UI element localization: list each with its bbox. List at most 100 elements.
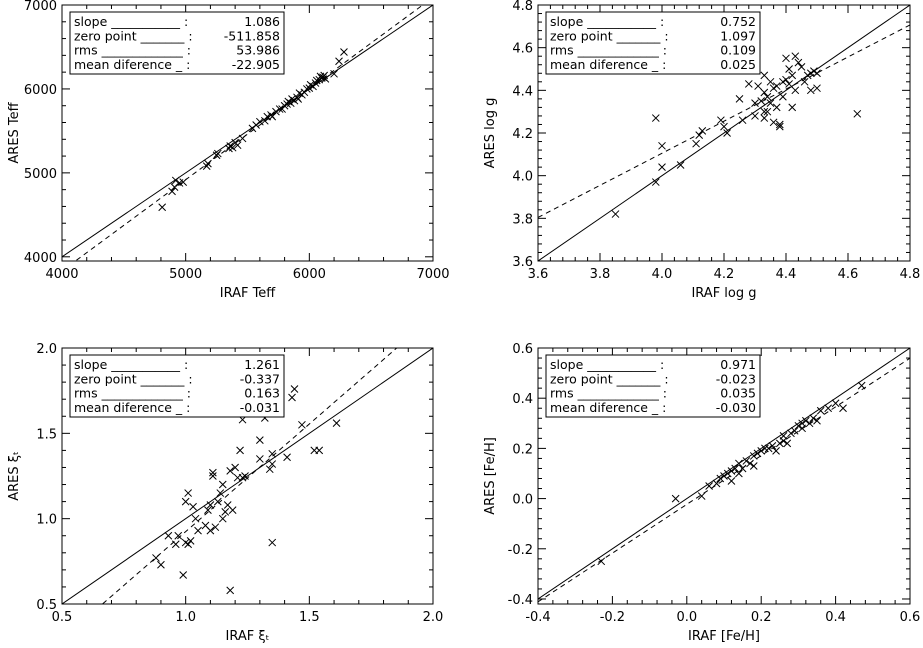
data-point-stroke: [731, 464, 740, 473]
data-point: [716, 474, 725, 483]
data-point-stroke: [716, 474, 725, 483]
data-point-stroke: [764, 444, 773, 453]
data-point-stroke: [720, 472, 728, 480]
data-point: [184, 540, 192, 549]
data-point-stroke: [284, 97, 293, 106]
data-point-stroke: [772, 103, 781, 112]
data-point-stroke: [268, 112, 277, 121]
data-point: [791, 86, 800, 95]
data-point: [788, 71, 797, 80]
data-point-stroke: [761, 444, 769, 453]
data-point: [749, 452, 758, 460]
data-point-stroke: [611, 210, 620, 218]
data-point: [157, 560, 165, 569]
data-point: [813, 69, 821, 78]
data-point-stroke: [785, 65, 793, 73]
data-point: [256, 455, 264, 463]
data-point: [228, 143, 237, 152]
data-point-stroke: [698, 127, 707, 135]
data-point: [181, 497, 190, 506]
data-point-stroke: [790, 426, 799, 435]
data-point: [839, 404, 847, 413]
data-point-stroke: [268, 449, 277, 458]
data-point-stroke: [265, 465, 274, 474]
y-axis-label: ARES [Fe/H]: [483, 437, 498, 515]
data-point: [813, 416, 821, 425]
data-point-stroke: [782, 75, 790, 84]
x-tick-label: 7000: [416, 267, 449, 282]
data-point: [330, 69, 338, 78]
data-point-stroke: [283, 453, 291, 462]
data-point-stroke: [798, 419, 806, 428]
data-point: [300, 88, 309, 97]
data-point-stroke: [712, 479, 721, 488]
data-point-stroke: [221, 507, 230, 516]
stats-label: rms _____________ :: [550, 386, 667, 401]
data-point: [298, 420, 306, 429]
data-point: [658, 141, 666, 150]
y-tick-label: 3.6: [512, 255, 533, 270]
data-point-stroke: [286, 99, 295, 108]
data-point-stroke: [597, 557, 606, 566]
data-point-stroke: [794, 421, 803, 430]
data-point-stroke: [206, 526, 215, 535]
data-point-stroke: [788, 103, 797, 112]
stats-label: slope ___________ :: [550, 357, 664, 372]
data-point: [857, 381, 866, 390]
data-point-stroke: [228, 506, 237, 514]
data-point: [751, 112, 759, 120]
panel-3: 0.5 1.0 1.5 2.0 0.5 1.0 1.5 2.0 IRAF ξₜ ARES ξₜ sl…: [7, 342, 443, 644]
panel-1: 4000 5000 6000 7000 4000 5000 6000 7000 IRAF Tef…: [7, 0, 450, 301]
data-point: [738, 464, 747, 473]
data-point: [226, 142, 235, 150]
data-point: [805, 419, 814, 428]
y-tick-label: 0.0: [512, 493, 533, 508]
data-point: [731, 464, 740, 473]
data-point: [772, 447, 780, 455]
data-point-stroke: [206, 501, 215, 509]
data-point: [181, 538, 190, 547]
stats-value: 0.035: [720, 386, 756, 401]
data-point: [268, 112, 277, 121]
x-tick-label: 1.5: [299, 610, 320, 625]
fit-line: [538, 357, 910, 603]
data-point-stroke: [315, 446, 324, 455]
data-point-stroke: [306, 80, 315, 89]
data-point: [766, 77, 775, 86]
plot-frame: [537, 347, 911, 605]
data-point-stroke: [340, 48, 348, 56]
y-tick-label: 4.4: [512, 84, 533, 99]
data-point-stroke: [813, 84, 821, 93]
x-tick-label: 0.4: [825, 610, 846, 625]
stats-label: mean diference _ :: [74, 400, 190, 415]
data-point-stroke: [651, 178, 660, 186]
data-point-stroke: [760, 88, 769, 97]
data-point-stroke: [816, 406, 825, 415]
data-point-stroke: [738, 116, 747, 125]
data-point: [204, 506, 212, 514]
data-point: [692, 139, 700, 148]
data-point-stroke: [760, 114, 769, 122]
y-tick-label: 5000: [24, 167, 57, 182]
data-point-stroke: [260, 116, 269, 125]
data-point-stroke: [720, 122, 728, 131]
data-point: [775, 122, 784, 131]
data-point: [712, 479, 721, 488]
data-point-stroke: [226, 142, 235, 150]
data-point-stroke: [806, 86, 815, 95]
data-point-stroke: [179, 178, 188, 186]
stats-value: -0.337: [240, 371, 280, 386]
data-point: [760, 88, 769, 97]
data-point-stroke: [746, 459, 754, 468]
data-point-stroke: [791, 86, 800, 95]
data-point-stroke: [692, 139, 700, 148]
data-point-stroke: [211, 523, 220, 532]
data-point-stroke: [775, 122, 784, 131]
data-point-stroke: [335, 57, 343, 66]
data-point: [272, 107, 280, 116]
data-point: [806, 86, 815, 95]
data-point: [332, 419, 341, 427]
data-point: [779, 431, 788, 440]
data-point-stroke: [800, 77, 809, 86]
data-point-stroke: [785, 80, 793, 88]
